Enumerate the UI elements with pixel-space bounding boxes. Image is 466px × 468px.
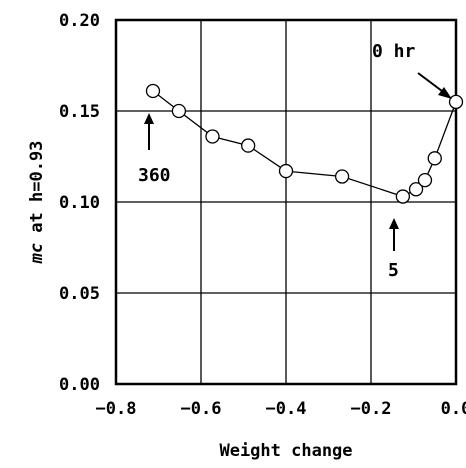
y-tick-label: 0.05	[59, 284, 100, 304]
annotation-0hr: 0 hr	[372, 41, 416, 62]
y-axis-label-rest: at h=0.93	[27, 141, 47, 243]
y-axis-label: mc at h=0.93	[27, 141, 47, 265]
y-tick-label: 0.10	[59, 193, 100, 213]
data-point	[278, 163, 294, 179]
arrow-0hr	[417, 72, 447, 95]
data-point	[241, 138, 256, 153]
x-tick-label: −0.4	[266, 399, 307, 419]
y-tick-labels: 0.00 0.05 0.10 0.15 0.20	[59, 11, 100, 395]
y-axis-label-italic: mc	[27, 243, 47, 264]
x-tick-labels: −0.8 −0.6 −0.4 −0.2 0.0	[96, 399, 466, 419]
data-point	[145, 83, 161, 99]
data-point	[334, 169, 350, 184]
arrowhead-0hr	[438, 87, 452, 99]
data-point	[205, 129, 220, 144]
arrowhead-360	[144, 113, 154, 124]
data-point	[171, 103, 187, 119]
annotation-start-label: 360	[138, 165, 171, 186]
data-point	[417, 173, 433, 188]
data-point	[408, 182, 424, 197]
annotation-5: 5	[388, 260, 399, 281]
x-tick-label: −0.8	[96, 399, 137, 419]
x-tick-label: 0.0	[441, 399, 466, 419]
arrowhead-5	[389, 218, 399, 229]
x-tick-label: −0.6	[181, 399, 222, 419]
data-point	[427, 151, 442, 166]
data-point	[395, 189, 411, 204]
y-tick-label: 0.15	[59, 102, 100, 122]
x-tick-label: −0.2	[351, 399, 392, 419]
y-tick-label: 0.20	[59, 11, 100, 31]
series-line	[152, 90, 457, 198]
data-point	[448, 94, 464, 110]
points-layer	[145, 83, 464, 204]
x-axis-label: Weight change	[219, 441, 352, 461]
y-tick-label: 0.00	[59, 375, 100, 395]
plot-frame	[114, 18, 458, 386]
